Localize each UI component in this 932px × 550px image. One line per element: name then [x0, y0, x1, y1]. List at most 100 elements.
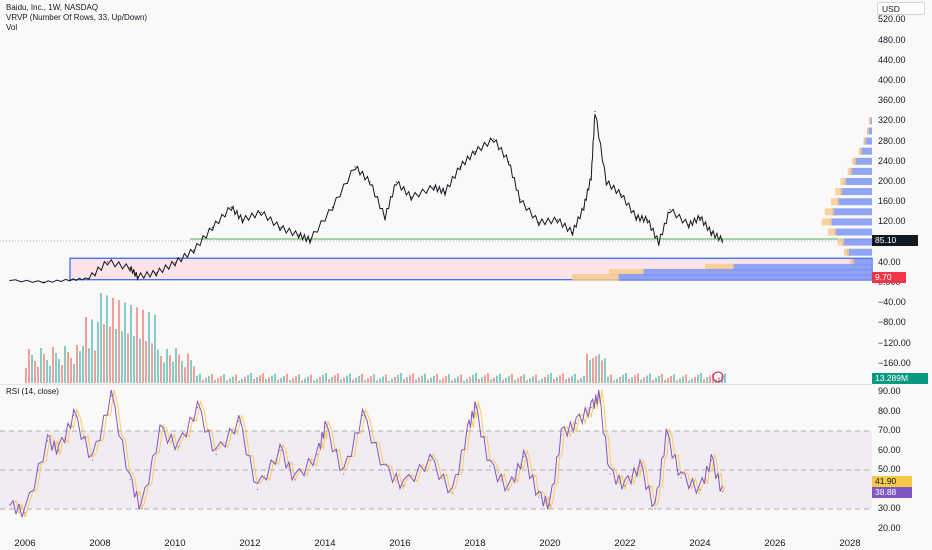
price-point: [43, 281, 45, 283]
volume-bar: [634, 375, 636, 383]
support-price-badge: 9.70: [872, 272, 906, 283]
volume-bar: [256, 377, 258, 383]
volume-bar: [64, 346, 66, 383]
volume-bar: [700, 373, 702, 383]
volume-bar: [193, 366, 195, 383]
rsi-point: [196, 407, 199, 409]
volume-bar: [529, 378, 531, 383]
time-tick-label: 2018: [464, 538, 486, 549]
price-point: [129, 267, 131, 269]
volume-bar: [271, 375, 273, 383]
pane-divider[interactable]: [0, 384, 872, 385]
volume-bar: [292, 378, 294, 383]
volume-bar: [466, 378, 468, 383]
price-point: [241, 219, 244, 221]
volume-bar: [178, 354, 180, 383]
volume-bar: [259, 375, 261, 383]
volume-bar: [643, 377, 645, 383]
volume-bar: [346, 375, 348, 383]
volume-bar: [433, 375, 435, 383]
price-point: [211, 226, 214, 229]
volume-profile-bar-up: [864, 137, 872, 145]
volume-bar: [646, 375, 648, 383]
volume-bar: [622, 374, 624, 383]
volume-bar: [49, 366, 51, 383]
volume-bar: [328, 379, 330, 383]
volume-bar: [496, 375, 498, 383]
volume-bar: [532, 376, 534, 383]
volume-bar: [238, 380, 240, 383]
rsi-legend[interactable]: RSI (14, close): [6, 387, 59, 396]
volume-profile-bar-down: [831, 198, 839, 206]
volume-bar: [229, 378, 231, 383]
time-tick-label: 2024: [689, 538, 711, 549]
currency-button[interactable]: USD: [877, 2, 925, 15]
volume-bar: [421, 375, 423, 383]
volume-legend[interactable]: Vol: [6, 23, 18, 32]
volume-bar: [490, 379, 492, 383]
volume-bar: [424, 373, 426, 383]
price-tick-label: −80.00: [878, 317, 906, 328]
price-point: [688, 224, 690, 226]
volume-bar: [559, 375, 561, 383]
price-point: [605, 181, 607, 183]
volume-bar: [631, 377, 633, 383]
volume-bar: [199, 373, 201, 383]
volume-profile-bar-up: [867, 127, 872, 135]
volume-bar: [556, 377, 558, 383]
volume-bar: [277, 379, 279, 383]
volume-bar: [232, 376, 234, 383]
volume-bar: [481, 377, 483, 383]
rsi-point: [316, 453, 319, 455]
volume-bar: [595, 356, 597, 383]
price-point: [669, 209, 671, 211]
volume-bar: [325, 373, 327, 383]
volume-bar: [184, 367, 186, 383]
volume-bar: [304, 378, 306, 383]
volume-bar: [316, 378, 318, 383]
volume-profile-bar-up: [842, 238, 872, 246]
price-point: [106, 261, 109, 263]
volume-bar: [136, 307, 138, 383]
volume-bar: [685, 374, 687, 383]
volume-bar: [94, 350, 96, 383]
volume-bar: [301, 380, 303, 383]
rsi-point: [129, 479, 131, 481]
volume-bar: [37, 367, 39, 383]
volume-bar: [589, 360, 591, 383]
volume-bar: [241, 378, 243, 383]
volume-bar: [352, 379, 354, 383]
price-point: [459, 166, 461, 168]
volume-profile-bar-up: [642, 268, 872, 276]
volume-bar: [709, 375, 711, 383]
price-point: [433, 186, 435, 188]
volume-bar: [583, 375, 585, 383]
price-tick-label: 40.00: [878, 256, 901, 267]
volume-bar: [472, 374, 474, 383]
symbol-legend[interactable]: Baidu, Inc., 1W, NASDAQ: [6, 3, 99, 12]
volume-profile-bar-down: [835, 188, 842, 196]
vrvp-legend[interactable]: VRVP (Number Of Rows, 33, Up/Down): [6, 13, 148, 22]
volume-profile-bar-down: [837, 238, 844, 246]
volume-bar: [610, 374, 612, 383]
volume-bar: [196, 375, 198, 383]
time-tick-label: 2008: [89, 538, 111, 549]
rsi-point: [699, 488, 701, 491]
volume-bar: [247, 374, 249, 383]
price-point: [260, 211, 262, 213]
volume-bar: [313, 380, 315, 383]
volume-badge: 13.289M: [872, 373, 928, 384]
volume-bar: [88, 348, 90, 383]
volume-bar: [187, 353, 189, 383]
time-tick-label: 2016: [389, 538, 411, 549]
price-tick-label: 320.00: [878, 115, 906, 126]
rsi-point: [654, 508, 656, 510]
time-tick-label: 2028: [839, 538, 861, 549]
volume-bar: [568, 377, 570, 383]
volume-bar: [565, 379, 567, 383]
volume-bar: [127, 333, 129, 383]
volume-bar: [280, 377, 282, 383]
rsi-point: [590, 407, 592, 409]
volume-bar: [190, 360, 192, 383]
